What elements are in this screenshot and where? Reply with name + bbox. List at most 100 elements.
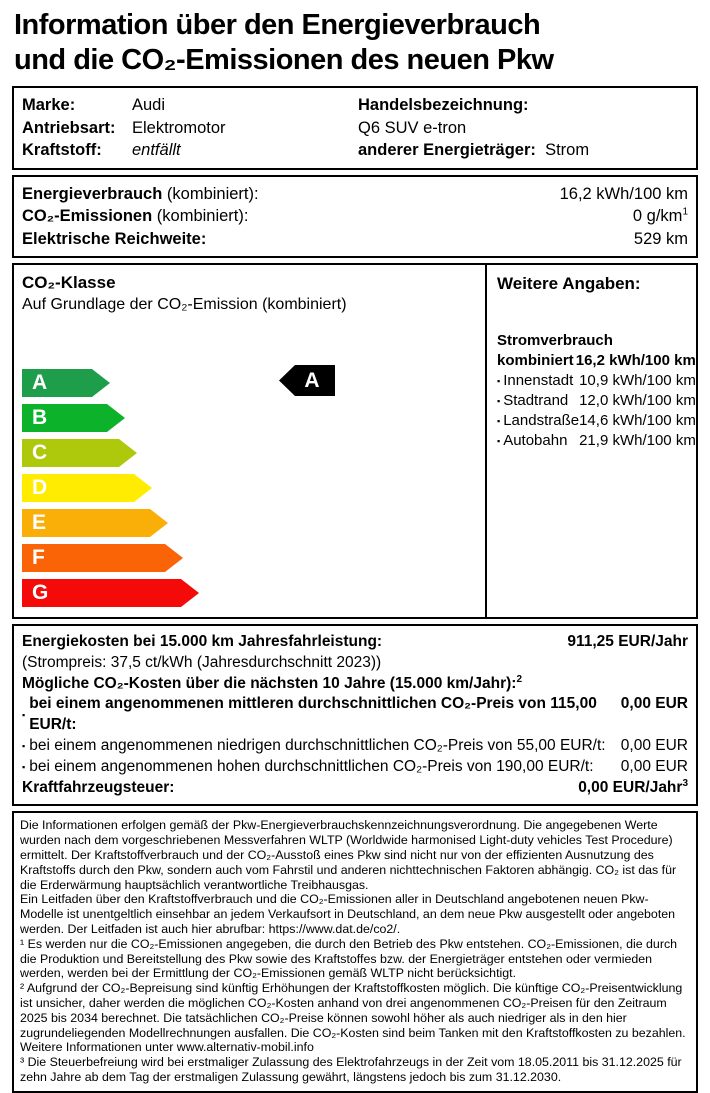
- energieverbrauch-label: Energieverbrauch: [22, 184, 163, 203]
- kraftfahrzeugsteuer-label: Kraftfahrzeugsteuer:: [22, 778, 175, 796]
- marke-value: Audi: [132, 96, 166, 114]
- class-arrow-row-E: E: [22, 509, 477, 537]
- class-letter-A: A: [32, 371, 48, 394]
- bullet-icon: ▪: [497, 436, 501, 446]
- energietraeger-row: anderer Energieträger: Strom: [358, 139, 688, 162]
- stromverbrauch-label: Landstraße: [503, 412, 580, 429]
- class-letter-E: E: [32, 511, 47, 534]
- kombiniert-value: 16,2 kWh/100 km: [575, 352, 696, 369]
- class-arrow-row-F: F: [22, 544, 477, 572]
- bullet-icon: ▪: [22, 709, 26, 720]
- co2-footnote-marker: 1: [682, 206, 688, 218]
- class-letter-B: B: [32, 406, 48, 429]
- strompreis-note: (Strompreis: 37,5 ct/kWh (Jahresdurchsch…: [22, 653, 382, 671]
- class-arrow-icon-D: D: [22, 474, 152, 502]
- co2-class-box: CO₂-Klasse Auf Grundlage der CO₂-Emissio…: [12, 263, 698, 619]
- kombiniert-label: kombiniert: [497, 352, 574, 369]
- stromverbrauch-label: Innenstadt: [503, 372, 574, 389]
- co2-kosten-bullet-text: bei einem angenommenen hohen durchschnit…: [29, 757, 594, 775]
- stromverbrauch-value: 12,0 kWh/100 km: [579, 392, 696, 409]
- stromverbrauch-row-autobahn: ▪ Autobahn 21,9 kWh/100 km: [497, 431, 696, 451]
- energieverbrauch-label-suffix: (kombiniert):: [162, 184, 259, 203]
- stromverbrauch-row-innenstadt: ▪ Innenstadt 10,9 kWh/100 km: [497, 371, 696, 391]
- class-arrow-icon-C: C: [22, 439, 137, 467]
- kraftfahrzeugsteuer-value-text: 0,00 EUR/Jahr: [578, 778, 683, 796]
- bullet-icon: ▪: [497, 396, 501, 406]
- class-arrow-row-G: G: [22, 579, 477, 607]
- kraftfahrzeugsteuer-footnote-marker: 3: [682, 777, 688, 789]
- class-arrow-row-A: A: [22, 369, 477, 397]
- stromverbrauch-rows: ▪ Innenstadt 10,9 kWh/100 km ▪ Stadtrand 12,0…: [497, 371, 696, 451]
- fine-print-paragraph-3: ² Aufgrund der CO₂-Bepreisung sind künft…: [20, 981, 686, 1055]
- class-letter-F: F: [32, 546, 45, 569]
- co2-kosten-bullets: ▪ bei einem angenommenen mittleren durchs…: [22, 694, 688, 777]
- co2-class-subtitle: Auf Grundlage der CO₂-Emission (kombinie…: [22, 296, 347, 313]
- stromverbrauch-value: 10,9 kWh/100 km: [579, 372, 696, 389]
- energieverbrauch-value: 16,2 kWh/100 km: [560, 183, 688, 206]
- co2-class-title: CO₂-Klasse: [22, 273, 116, 292]
- co2-kosten-bullet-value: 0,00 EUR: [620, 736, 688, 754]
- class-arrow-row-B: B: [22, 404, 477, 432]
- energiekosten-row: Energiekosten bei 15.000 km Jahresfahrle…: [22, 632, 688, 653]
- bullet-icon: ▪: [22, 761, 26, 772]
- kraftstoff-label: Kraftstoff:: [22, 141, 102, 159]
- reichweite-value-text: 529 km: [633, 229, 688, 248]
- antriebsart-value: Elektromotor: [132, 118, 226, 137]
- bullet-icon: ▪: [497, 416, 501, 426]
- class-arrow-row-C: C: [22, 439, 477, 467]
- stromverbrauch-label: Autobahn: [503, 432, 568, 449]
- vehicle-info-box: Marke: Audi Handelsbezeichnung: Antriebs…: [12, 86, 698, 170]
- weitere-angaben-panel: Weitere Angaben: Stromverbrauch kombinie…: [487, 265, 704, 617]
- co2-kosten-bullet-text: bei einem angenommenen niedrigen durchsc…: [29, 736, 606, 754]
- page-title: Information über den Energieverbrauch un…: [14, 8, 698, 78]
- class-arrow-icon-F: F: [22, 544, 183, 572]
- co2-emissionen-value: 0 g/km1: [633, 205, 688, 228]
- co2-emissionen-label-suffix: (kombiniert):: [152, 207, 249, 225]
- vehicle-row-kraftstoff: Kraftstoff: entfällt anderer Energieträg…: [22, 139, 688, 162]
- consumption-row-co2: CO₂-Emissionen (kombiniert): 0 g/km1: [22, 205, 688, 228]
- co2-kosten-bullet-value: 0,00 EUR: [620, 757, 688, 775]
- energietraeger-label: anderer Energieträger:: [358, 141, 536, 159]
- stromverbrauch-value: 14,6 kWh/100 km: [579, 412, 696, 429]
- energietraeger-value: Strom: [545, 141, 590, 159]
- kraftfahrzeugsteuer-row: Kraftfahrzeugsteuer: 0,00 EUR/Jahr3: [22, 778, 688, 799]
- page-title-line1: Information über den Energieverbrauch: [14, 9, 541, 41]
- stromverbrauch-row-kombiniert: kombiniert 16,2 kWh/100 km: [497, 351, 696, 371]
- class-letter-C: C: [32, 441, 48, 464]
- co2-kosten-label: Mögliche CO₂-Kosten über die nächsten 10…: [22, 674, 517, 692]
- antriebsart-label: Antriebsart:: [22, 118, 116, 137]
- fine-print-paragraph-4: ³ Die Steuerbefreiung wird bei erstmalig…: [20, 1055, 682, 1084]
- co2-kosten-heading: Mögliche CO₂-Kosten über die nächsten 10…: [22, 674, 688, 695]
- energieverbrauch-value-text: 16,2 kWh/100 km: [559, 184, 688, 203]
- marke-label: Marke:: [22, 96, 76, 114]
- energiekosten-value: 911,25 EUR/Jahr: [567, 633, 688, 650]
- class-arrow-icon-A: A: [22, 369, 110, 397]
- fine-print-paragraph-1: Ein Leitfaden über den Kraftstoffverbrau…: [20, 892, 676, 936]
- fine-print-paragraph-2: ¹ Es werden nur die CO₂-Emissionen angeg…: [20, 936, 678, 981]
- stromverbrauch-row-landstraße: ▪ Landstraße 14,6 kWh/100 km: [497, 411, 696, 431]
- weitere-angaben-title: Weitere Angaben:: [497, 274, 641, 293]
- class-arrow-icon-B: B: [22, 404, 125, 432]
- page-title-line2: und die CO₂-Emissionen des neuen Pkw: [14, 44, 554, 76]
- co2-kosten-bullet-value: 0,00 EUR: [620, 695, 688, 713]
- kraftstoff-value: entfällt: [132, 141, 181, 159]
- bullet-icon: ▪: [497, 376, 501, 386]
- co2-emissionen-value-text: 0 g/km: [632, 207, 683, 225]
- co2-kosten-bullet-row-2: ▪ bei einem angenommenen hohen durchschni…: [22, 757, 688, 778]
- vehicle-row-marke: Marke: Audi Handelsbezeichnung:: [22, 94, 688, 117]
- class-arrow-row-D: D: [22, 474, 477, 502]
- co2-emissionen-label: CO₂-Emissionen: [22, 207, 153, 225]
- stromverbrauch-value: 21,9 kWh/100 km: [579, 432, 696, 449]
- class-letter-G: G: [32, 581, 49, 604]
- consumption-box: Energieverbrauch (kombiniert): 16,2 kWh/…: [12, 174, 698, 258]
- reichweite-label: Elektrische Reichweite:: [22, 229, 207, 248]
- kraftfahrzeugsteuer-value: 0,00 EUR/Jahr3: [578, 778, 688, 799]
- handelsbezeichnung-label: Handelsbezeichnung:: [358, 96, 529, 114]
- co2-kosten-bullet-text: bei einem angenommenen mittleren durchsc…: [29, 695, 597, 734]
- co2-kosten-bullet-row-0: ▪ bei einem angenommenen mittleren durchs…: [22, 694, 688, 736]
- class-arrow-icon-G: G: [22, 579, 199, 607]
- energiekosten-label: Energiekosten bei 15.000 km Jahresfahrle…: [22, 633, 383, 650]
- consumption-row-energieverbrauch: Energieverbrauch (kombiniert): 16,2 kWh/…: [22, 183, 688, 206]
